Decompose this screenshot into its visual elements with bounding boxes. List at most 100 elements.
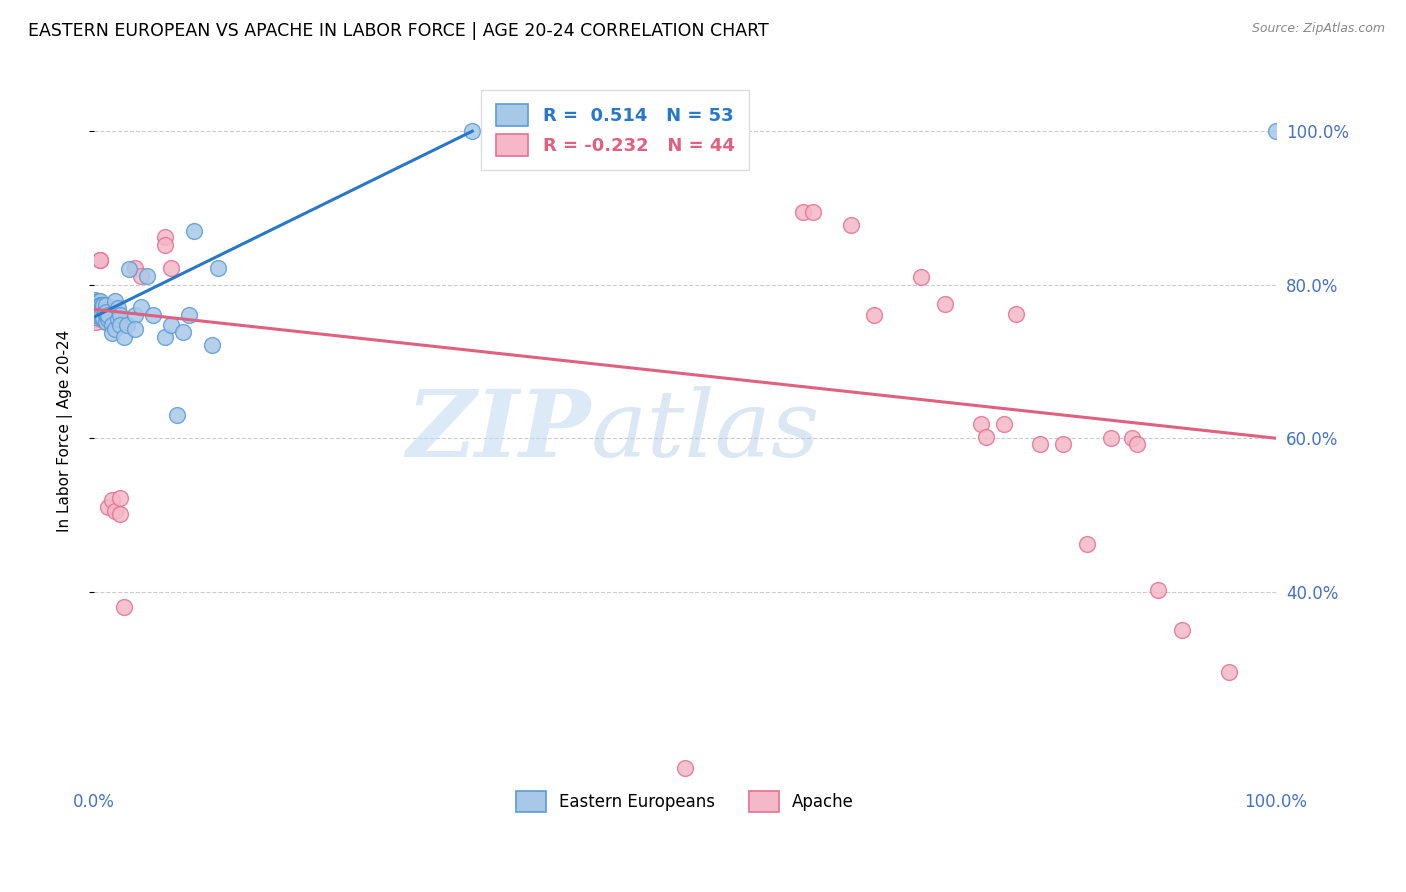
Point <box>1028 437 1050 451</box>
Text: Source: ZipAtlas.com: Source: ZipAtlas.com <box>1251 22 1385 36</box>
Point <box>87 308 110 322</box>
Point <box>1218 665 1240 680</box>
Point <box>104 293 127 308</box>
Point <box>910 270 932 285</box>
Point <box>84 301 107 315</box>
Point <box>89 253 111 268</box>
Point <box>1099 431 1122 445</box>
Point <box>97 311 120 326</box>
Point <box>112 330 135 344</box>
Point <box>976 430 998 444</box>
Point <box>112 600 135 615</box>
Point <box>90 298 112 312</box>
Point <box>142 308 165 322</box>
Point <box>160 260 183 275</box>
Legend: Eastern Europeans, Apache: Eastern Europeans, Apache <box>503 778 868 825</box>
Point <box>1170 623 1192 637</box>
Point <box>100 492 122 507</box>
Point <box>108 318 131 333</box>
Point <box>461 124 484 138</box>
Point <box>177 308 200 322</box>
Point <box>84 307 107 321</box>
Text: ZIP: ZIP <box>406 385 591 475</box>
Point <box>97 308 120 322</box>
Point <box>1125 437 1147 451</box>
Point <box>94 308 117 322</box>
Point <box>108 507 131 521</box>
Point <box>100 318 122 332</box>
Point <box>166 409 188 423</box>
Point <box>84 307 107 321</box>
Point <box>86 307 108 321</box>
Point <box>91 300 114 314</box>
Point <box>1121 431 1143 445</box>
Point <box>207 260 229 275</box>
Point <box>172 326 194 340</box>
Point <box>108 309 131 323</box>
Point <box>108 491 131 505</box>
Point <box>183 224 205 238</box>
Point <box>107 311 129 326</box>
Point <box>104 504 127 518</box>
Point <box>129 268 152 283</box>
Point <box>86 293 108 308</box>
Point <box>153 230 176 244</box>
Point <box>84 293 107 307</box>
Point <box>89 298 111 312</box>
Point <box>993 417 1015 432</box>
Point <box>160 318 183 333</box>
Point <box>86 305 108 319</box>
Point <box>792 204 814 219</box>
Point <box>86 298 108 312</box>
Point <box>94 315 117 329</box>
Point <box>94 308 117 322</box>
Point <box>969 417 991 432</box>
Point <box>153 330 176 344</box>
Point <box>84 297 107 311</box>
Point <box>129 300 152 314</box>
Point <box>86 308 108 322</box>
Point <box>97 500 120 515</box>
Point <box>124 260 146 275</box>
Point <box>153 237 176 252</box>
Point <box>84 303 107 318</box>
Point <box>94 315 117 329</box>
Point <box>1265 124 1288 138</box>
Point <box>839 218 862 232</box>
Point <box>1005 307 1028 321</box>
Point <box>94 298 117 312</box>
Point <box>89 293 111 308</box>
Point <box>104 322 127 336</box>
Point <box>124 308 146 322</box>
Point <box>100 326 122 340</box>
Point <box>86 300 108 314</box>
Point <box>93 298 115 312</box>
Point <box>90 311 112 326</box>
Point <box>107 307 129 321</box>
Point <box>863 309 886 323</box>
Point <box>1052 437 1074 451</box>
Point <box>90 308 112 322</box>
Point <box>86 300 108 314</box>
Point <box>115 318 138 333</box>
Point <box>136 268 159 283</box>
Point <box>93 311 115 326</box>
Point <box>94 304 117 318</box>
Point <box>93 310 115 325</box>
Point <box>84 310 107 324</box>
Point <box>107 311 129 326</box>
Point <box>84 300 107 314</box>
Point <box>93 307 115 321</box>
Point <box>84 311 107 326</box>
Point <box>1076 537 1098 551</box>
Y-axis label: In Labor Force | Age 20-24: In Labor Force | Age 20-24 <box>58 329 73 532</box>
Point <box>107 301 129 315</box>
Point <box>673 761 696 775</box>
Point <box>934 297 956 311</box>
Point <box>124 322 146 336</box>
Point <box>201 337 224 351</box>
Point <box>118 262 141 277</box>
Point <box>89 253 111 268</box>
Text: atlas: atlas <box>591 385 820 475</box>
Point <box>86 315 108 329</box>
